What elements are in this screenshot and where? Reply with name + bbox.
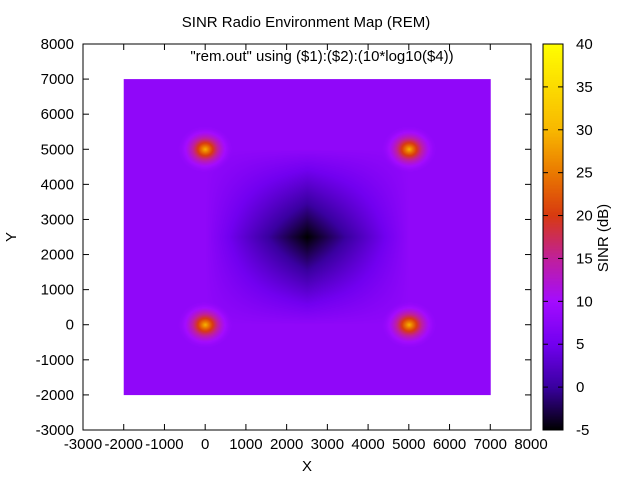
y-axis-label: Y <box>3 232 20 242</box>
x-tick-label: 4000 <box>351 436 384 453</box>
y-tick-label: 0 <box>66 317 74 334</box>
y-tick-label: 3000 <box>41 211 74 228</box>
y-tick-label: 2000 <box>41 247 74 264</box>
y-tick-label: 8000 <box>41 36 74 53</box>
colorbar-tick-label: 0 <box>576 379 584 396</box>
x-tick-label: 0 <box>201 436 209 453</box>
colorbar-tick-label: -5 <box>576 422 589 439</box>
colorbar-tick-label: 15 <box>576 250 593 267</box>
y-tick-label: 4000 <box>41 176 74 193</box>
x-tick-label: 5000 <box>392 436 425 453</box>
x-tick-label: -1000 <box>145 436 183 453</box>
y-tick-label: 1000 <box>41 282 74 299</box>
colorbar-tick-label: 5 <box>576 336 584 353</box>
colorbar-tick-label: 40 <box>576 36 593 53</box>
y-tick-label: 6000 <box>41 106 74 123</box>
legend-entry: "rem.out" using ($1):($2):(10*log10($4)) <box>190 48 453 65</box>
colorbar-tick-label: 30 <box>576 122 593 139</box>
colorbar-label: SINR (dB) <box>595 204 612 272</box>
x-tick-label: 8000 <box>514 436 547 453</box>
chart-title: SINR Radio Environment Map (REM) <box>182 14 430 31</box>
x-tick-label: 1000 <box>229 436 262 453</box>
y-axis-ticks: -3000 -2000 -1000 0 1000 2000 3000 4000 5000 6000… <box>36 36 531 439</box>
colorbar-gradient <box>543 44 563 430</box>
colorbar-tick-label: 35 <box>576 79 593 96</box>
x-tick-label: 2000 <box>270 436 303 453</box>
x-axis-ticks: -3000 -2000 -1000 0 1000 2000 3000 4000 5000 6000… <box>64 44 548 453</box>
colorbar-frame <box>542 43 564 431</box>
x-tick-label: -3000 <box>64 436 102 453</box>
sinr-heatmap <box>123 79 491 396</box>
y-tick-label: -2000 <box>36 387 74 404</box>
x-tick-label: 6000 <box>433 436 466 453</box>
y-tick-label: 7000 <box>41 71 74 88</box>
colorbar-tick-label: 10 <box>576 293 593 310</box>
colorbar-tick-label: 20 <box>576 208 593 225</box>
colorbar-ticks: -5 0 5 10 15 20 25 30 35 40 <box>543 36 593 439</box>
colorbar-tick-label: 25 <box>576 165 593 182</box>
y-tick-label: -3000 <box>36 422 74 439</box>
x-axis-label: X <box>302 458 312 475</box>
y-tick-label: 5000 <box>41 141 74 158</box>
x-tick-label: 3000 <box>311 436 344 453</box>
y-tick-label: -1000 <box>36 352 74 369</box>
x-tick-label: -2000 <box>105 436 143 453</box>
x-tick-label: 7000 <box>474 436 507 453</box>
